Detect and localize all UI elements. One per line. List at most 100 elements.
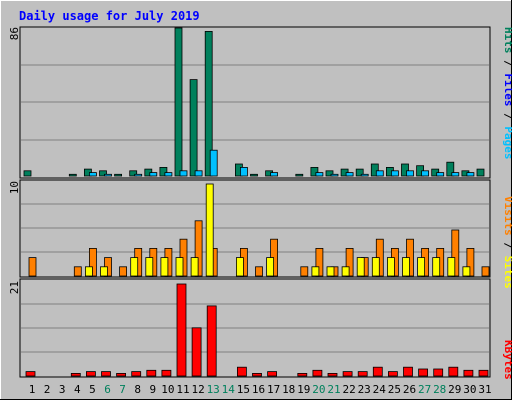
pages-bar: [421, 170, 430, 177]
sites-bar: [341, 266, 350, 277]
pages-bar: [104, 173, 112, 177]
pages-bar: [345, 172, 354, 177]
hits-panel-max-label: 86: [8, 27, 21, 40]
kbytes-bar: [297, 372, 308, 377]
hits-bar: [204, 30, 213, 177]
chart-title: Daily usage for July 2019: [19, 9, 200, 23]
pages-bar: [209, 149, 218, 177]
day-label: 13: [207, 383, 220, 396]
visits-bar: [119, 266, 127, 277]
visits-bar: [451, 229, 460, 277]
hits-bar: [174, 27, 183, 177]
day-label: 1: [29, 383, 36, 396]
sites-bar: [100, 266, 108, 277]
sites-bar: [386, 257, 395, 277]
hits-bar: [295, 173, 304, 177]
sites-bar: [447, 257, 456, 277]
day-label: 15: [237, 383, 250, 396]
day-label: 30: [463, 383, 476, 396]
pages-bar: [149, 172, 158, 177]
visits-bars: [28, 183, 490, 277]
day-label: 2: [44, 383, 51, 396]
day-label: 23: [358, 383, 371, 396]
hits-bar: [446, 161, 455, 177]
hits-legend-label: Hits: [502, 27, 512, 54]
day-label: 27: [418, 383, 431, 396]
sites-bar: [371, 257, 380, 277]
sites-bar: [190, 257, 199, 277]
pages-bar: [315, 172, 324, 177]
visits-panel: 10 Visits / Sites: [8, 179, 512, 289]
legend-separator: /: [502, 54, 512, 74]
sites-bar: [326, 266, 335, 277]
sites-bar: [145, 257, 154, 277]
kbytes-bar: [176, 283, 187, 377]
sites-bar: [235, 257, 244, 277]
pages-bar: [194, 170, 203, 177]
hits-bar: [401, 163, 409, 177]
visits-bar: [255, 266, 263, 277]
pages-bar: [89, 172, 97, 177]
pages-bar: [466, 172, 475, 177]
hits-bar: [310, 166, 319, 177]
kbytes-panel-max-label: 21: [8, 281, 21, 294]
kbytes-bar: [327, 372, 338, 377]
day-label: 20: [312, 383, 325, 396]
kbytes-bar: [146, 369, 157, 377]
hits-bar: [476, 168, 485, 177]
day-label: 6: [104, 383, 111, 396]
kbytes-panel-axis-label: KBytes: [502, 340, 512, 380]
hits-panel-gridlines: [21, 64, 489, 141]
visits-bar: [73, 266, 82, 277]
hits-bar: [189, 79, 198, 177]
hits-bar: [370, 163, 379, 177]
day-label: 28: [433, 383, 446, 396]
day-label: 3: [59, 383, 66, 396]
visits-bar: [28, 257, 37, 277]
pages-bar: [179, 170, 188, 177]
day-label: 4: [74, 383, 81, 396]
visits-legend-label: Visits: [502, 196, 512, 236]
day-label: 7: [119, 383, 126, 396]
sites-bar: [85, 266, 93, 277]
legend-separator: /: [502, 236, 512, 256]
kbytes-bar: [25, 371, 36, 377]
kbytes-bar: [463, 369, 474, 377]
sites-bar: [432, 257, 441, 277]
day-label: 17: [267, 383, 280, 396]
pages-bar: [360, 173, 369, 177]
day-label: 10: [161, 383, 174, 396]
visits-bar: [481, 266, 490, 277]
kbytes-bar: [433, 368, 444, 377]
hits-bar: [250, 173, 258, 177]
hits-bar: [99, 170, 107, 177]
kbytes-bar: [236, 366, 247, 377]
day-label: 11: [176, 383, 189, 396]
kbytes-bar: [116, 372, 126, 377]
hits-panel-axis-label: Hits / Files / Pages: [502, 27, 512, 160]
day-label: 26: [403, 383, 416, 396]
visits-bar: [466, 247, 475, 277]
sites-bar: [402, 257, 410, 277]
kbytes-bar: [131, 371, 142, 377]
hits-bar: [355, 168, 364, 177]
kbytes-bar: [70, 372, 81, 377]
kbytes-bar: [387, 371, 398, 377]
visits-bar: [345, 247, 354, 277]
pages-bar: [436, 172, 445, 177]
day-label: 16: [252, 383, 265, 396]
kbytes-bar: [161, 369, 172, 377]
sites-bar: [311, 266, 320, 277]
sites-bar: [462, 266, 471, 277]
day-label: 21: [327, 383, 340, 396]
pages-bar: [270, 172, 279, 177]
hits-panel: 86 Hits / Files / Pages: [8, 26, 512, 179]
day-label: 24: [373, 383, 387, 396]
pages-legend-label: Pages: [502, 126, 512, 159]
visits-bar: [194, 220, 203, 277]
day-label: 9: [149, 383, 156, 396]
kbytes-bar: [478, 369, 489, 377]
day-label: 14: [222, 383, 236, 396]
kbytes-bar: [448, 366, 459, 377]
